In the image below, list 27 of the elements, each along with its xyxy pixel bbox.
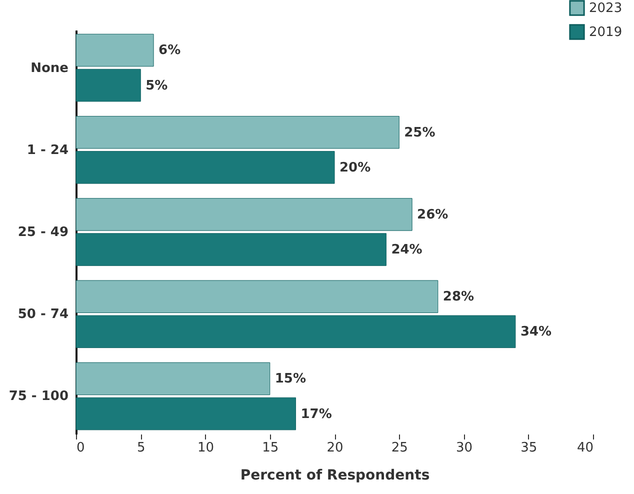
y-tick-label: 75 - 100 bbox=[8, 389, 68, 404]
legend-label: 2023 bbox=[589, 1, 622, 16]
y-tick-label: None bbox=[30, 60, 69, 76]
data-label: 17% bbox=[300, 406, 332, 422]
x-tick-label: 40 bbox=[576, 440, 594, 456]
x-tick-label: 20 bbox=[326, 440, 344, 456]
data-label: 6% bbox=[158, 43, 181, 58]
data-label: 28% bbox=[442, 290, 474, 305]
data-label: 34% bbox=[520, 324, 552, 340]
y-tick-label: 1 - 24 bbox=[26, 142, 68, 158]
data-label: 26% bbox=[417, 207, 448, 222]
x-tick-label: 10 bbox=[197, 440, 214, 456]
data-label: 25% bbox=[404, 125, 436, 140]
x-tick-label: 15 bbox=[262, 440, 279, 456]
data-label: 15% bbox=[274, 372, 306, 387]
legend-label: 2019 bbox=[589, 25, 622, 40]
y-tick-label: 50 - 74 bbox=[18, 307, 68, 322]
x-tick-label: 35 bbox=[520, 440, 538, 456]
y-tick-label: 25 - 49 bbox=[18, 225, 68, 240]
x-tick-label: 5 bbox=[136, 440, 146, 456]
x-tick-label: 0 bbox=[76, 440, 85, 456]
data-label: 24% bbox=[391, 242, 422, 258]
x-axis-title: Percent of Respondents bbox=[240, 468, 430, 484]
data-label: 5% bbox=[146, 78, 168, 94]
data-label: 20% bbox=[340, 160, 371, 176]
x-tick-label: 30 bbox=[456, 440, 473, 456]
x-tick-label: 25 bbox=[391, 440, 408, 456]
